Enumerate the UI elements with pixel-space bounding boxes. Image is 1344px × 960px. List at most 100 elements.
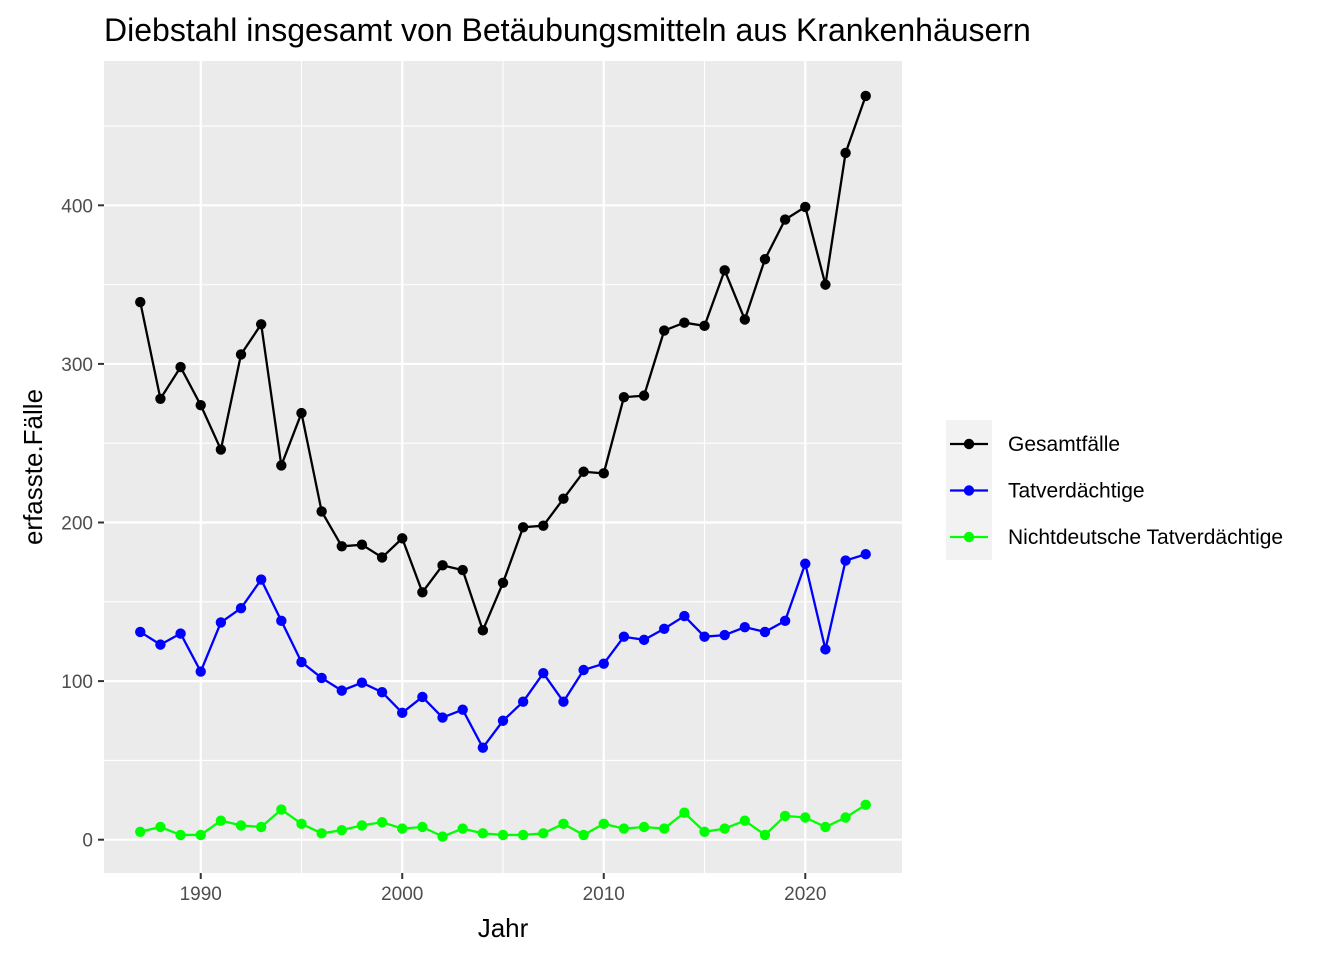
data-point: [659, 823, 670, 834]
data-point: [255, 574, 267, 585]
data-point: [296, 818, 307, 830]
data-point: [618, 823, 630, 834]
data-point: [235, 602, 247, 614]
legend-key-point: [963, 531, 975, 543]
data-point: [659, 325, 670, 336]
data-point: [255, 821, 267, 833]
data-point: [497, 829, 509, 841]
legend-key-point: [963, 485, 975, 496]
data-point: [739, 621, 751, 633]
data-point: [155, 821, 166, 833]
data-point: [376, 817, 388, 828]
y-tick-label: 100: [61, 672, 93, 693]
data-point: [759, 254, 771, 265]
series-3: [135, 799, 871, 842]
data-point: [336, 685, 347, 696]
data-point: [175, 361, 186, 373]
data-point: [800, 201, 811, 213]
data-point: [175, 628, 186, 639]
legend-item: Gesamtfälle: [950, 433, 1120, 456]
data-point: [376, 687, 388, 698]
data-point: [497, 715, 509, 726]
data-point: [437, 560, 448, 571]
data-point: [699, 320, 710, 332]
data-point: [356, 820, 368, 831]
data-point: [578, 664, 589, 676]
data-point: [195, 399, 206, 411]
data-point: [417, 821, 428, 833]
series-1: [135, 90, 871, 636]
data-point: [336, 824, 347, 836]
legend-label: Gesamtfälle: [1008, 433, 1120, 456]
data-point: [235, 820, 247, 831]
data-point: [779, 214, 791, 225]
y-tick-label: 0: [82, 831, 93, 852]
legend: Gesamtfälle Tatverdächtige Nichtdeutsche T…: [946, 420, 1283, 560]
data-point: [840, 555, 851, 566]
data-point: [397, 533, 408, 544]
data-point: [457, 564, 468, 576]
data-point: [538, 520, 549, 531]
data-point: [316, 672, 327, 684]
data-point: [820, 644, 831, 655]
data-point: [195, 666, 206, 677]
data-point: [558, 818, 569, 830]
data-point: [155, 393, 166, 405]
data-point: [336, 541, 347, 552]
data-point: [276, 615, 287, 627]
data-point: [155, 639, 166, 650]
data-point: [517, 696, 529, 707]
data-point: [558, 493, 569, 504]
y-tick-label: 200: [61, 514, 93, 535]
x-tick-label: 2020: [784, 884, 826, 905]
data-point: [135, 626, 146, 638]
data-point: [316, 828, 327, 839]
data-point: [397, 707, 408, 719]
legend-item: Nichtdeutsche Tatverdächtige: [950, 526, 1283, 549]
data-point: [417, 587, 428, 598]
data-point: [497, 577, 509, 588]
data-point: [276, 804, 287, 815]
data-point: [800, 558, 811, 569]
data-point: [457, 704, 468, 715]
data-point: [739, 815, 751, 826]
data-point: [356, 677, 368, 688]
data-point: [135, 296, 146, 308]
data-point: [618, 392, 630, 403]
data-point: [578, 466, 589, 477]
data-point: [477, 742, 489, 753]
data-point: [457, 823, 468, 834]
y-axis-title: erfasste.Fälle: [18, 389, 48, 545]
data-point: [860, 90, 871, 102]
data-point: [840, 812, 851, 823]
data-point: [437, 831, 448, 842]
data-point: [296, 407, 307, 419]
data-point: [800, 812, 811, 823]
data-point: [437, 712, 448, 723]
data-point: [598, 468, 609, 479]
data-point: [719, 823, 730, 834]
data-point: [356, 539, 368, 550]
data-point: [699, 631, 710, 642]
x-axis-title: Jahr: [478, 913, 529, 943]
data-point: [759, 829, 771, 841]
data-point: [598, 818, 609, 830]
x-tick-label: 2010: [583, 884, 625, 905]
legend-key-point: [963, 438, 975, 450]
data-point: [477, 625, 489, 636]
data-point: [195, 829, 206, 841]
data-point: [779, 810, 791, 822]
data-point: [397, 823, 408, 834]
data-point: [840, 147, 851, 159]
data-series: [135, 90, 871, 842]
data-point: [276, 460, 287, 471]
data-point: [679, 317, 690, 328]
data-point: [538, 667, 549, 679]
axes: 1990 2000 2010 2020 0 100 200 300 400: [61, 196, 826, 905]
data-point: [638, 390, 650, 401]
data-point: [820, 821, 831, 833]
data-point: [215, 444, 227, 455]
y-tick-label: 300: [61, 355, 93, 376]
data-point: [739, 314, 751, 325]
